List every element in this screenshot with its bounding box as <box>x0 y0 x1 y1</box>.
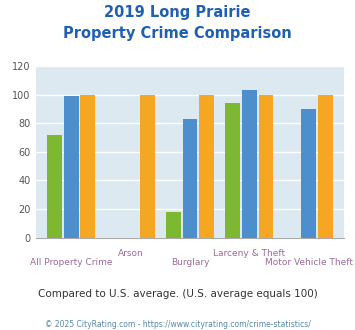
Bar <box>301 109 316 238</box>
Bar <box>64 96 78 238</box>
Bar <box>318 95 333 238</box>
Bar <box>258 95 273 238</box>
Text: Motor Vehicle Theft: Motor Vehicle Theft <box>265 258 353 267</box>
Bar <box>80 95 95 238</box>
Text: Property Crime Comparison: Property Crime Comparison <box>63 26 292 41</box>
Bar <box>199 95 214 238</box>
Bar <box>225 103 240 238</box>
Bar <box>242 90 257 238</box>
Bar <box>166 212 181 238</box>
Text: Burglary: Burglary <box>171 258 209 267</box>
Bar <box>182 119 197 238</box>
Text: Arson: Arson <box>118 249 143 258</box>
Text: © 2025 CityRating.com - https://www.cityrating.com/crime-statistics/: © 2025 CityRating.com - https://www.city… <box>45 320 310 329</box>
Bar <box>47 135 62 238</box>
Text: All Property Crime: All Property Crime <box>30 258 113 267</box>
Text: 2019 Long Prairie: 2019 Long Prairie <box>104 5 251 20</box>
Text: Larceny & Theft: Larceny & Theft <box>213 249 285 258</box>
Bar <box>140 95 154 238</box>
Text: Compared to U.S. average. (U.S. average equals 100): Compared to U.S. average. (U.S. average … <box>38 289 317 299</box>
